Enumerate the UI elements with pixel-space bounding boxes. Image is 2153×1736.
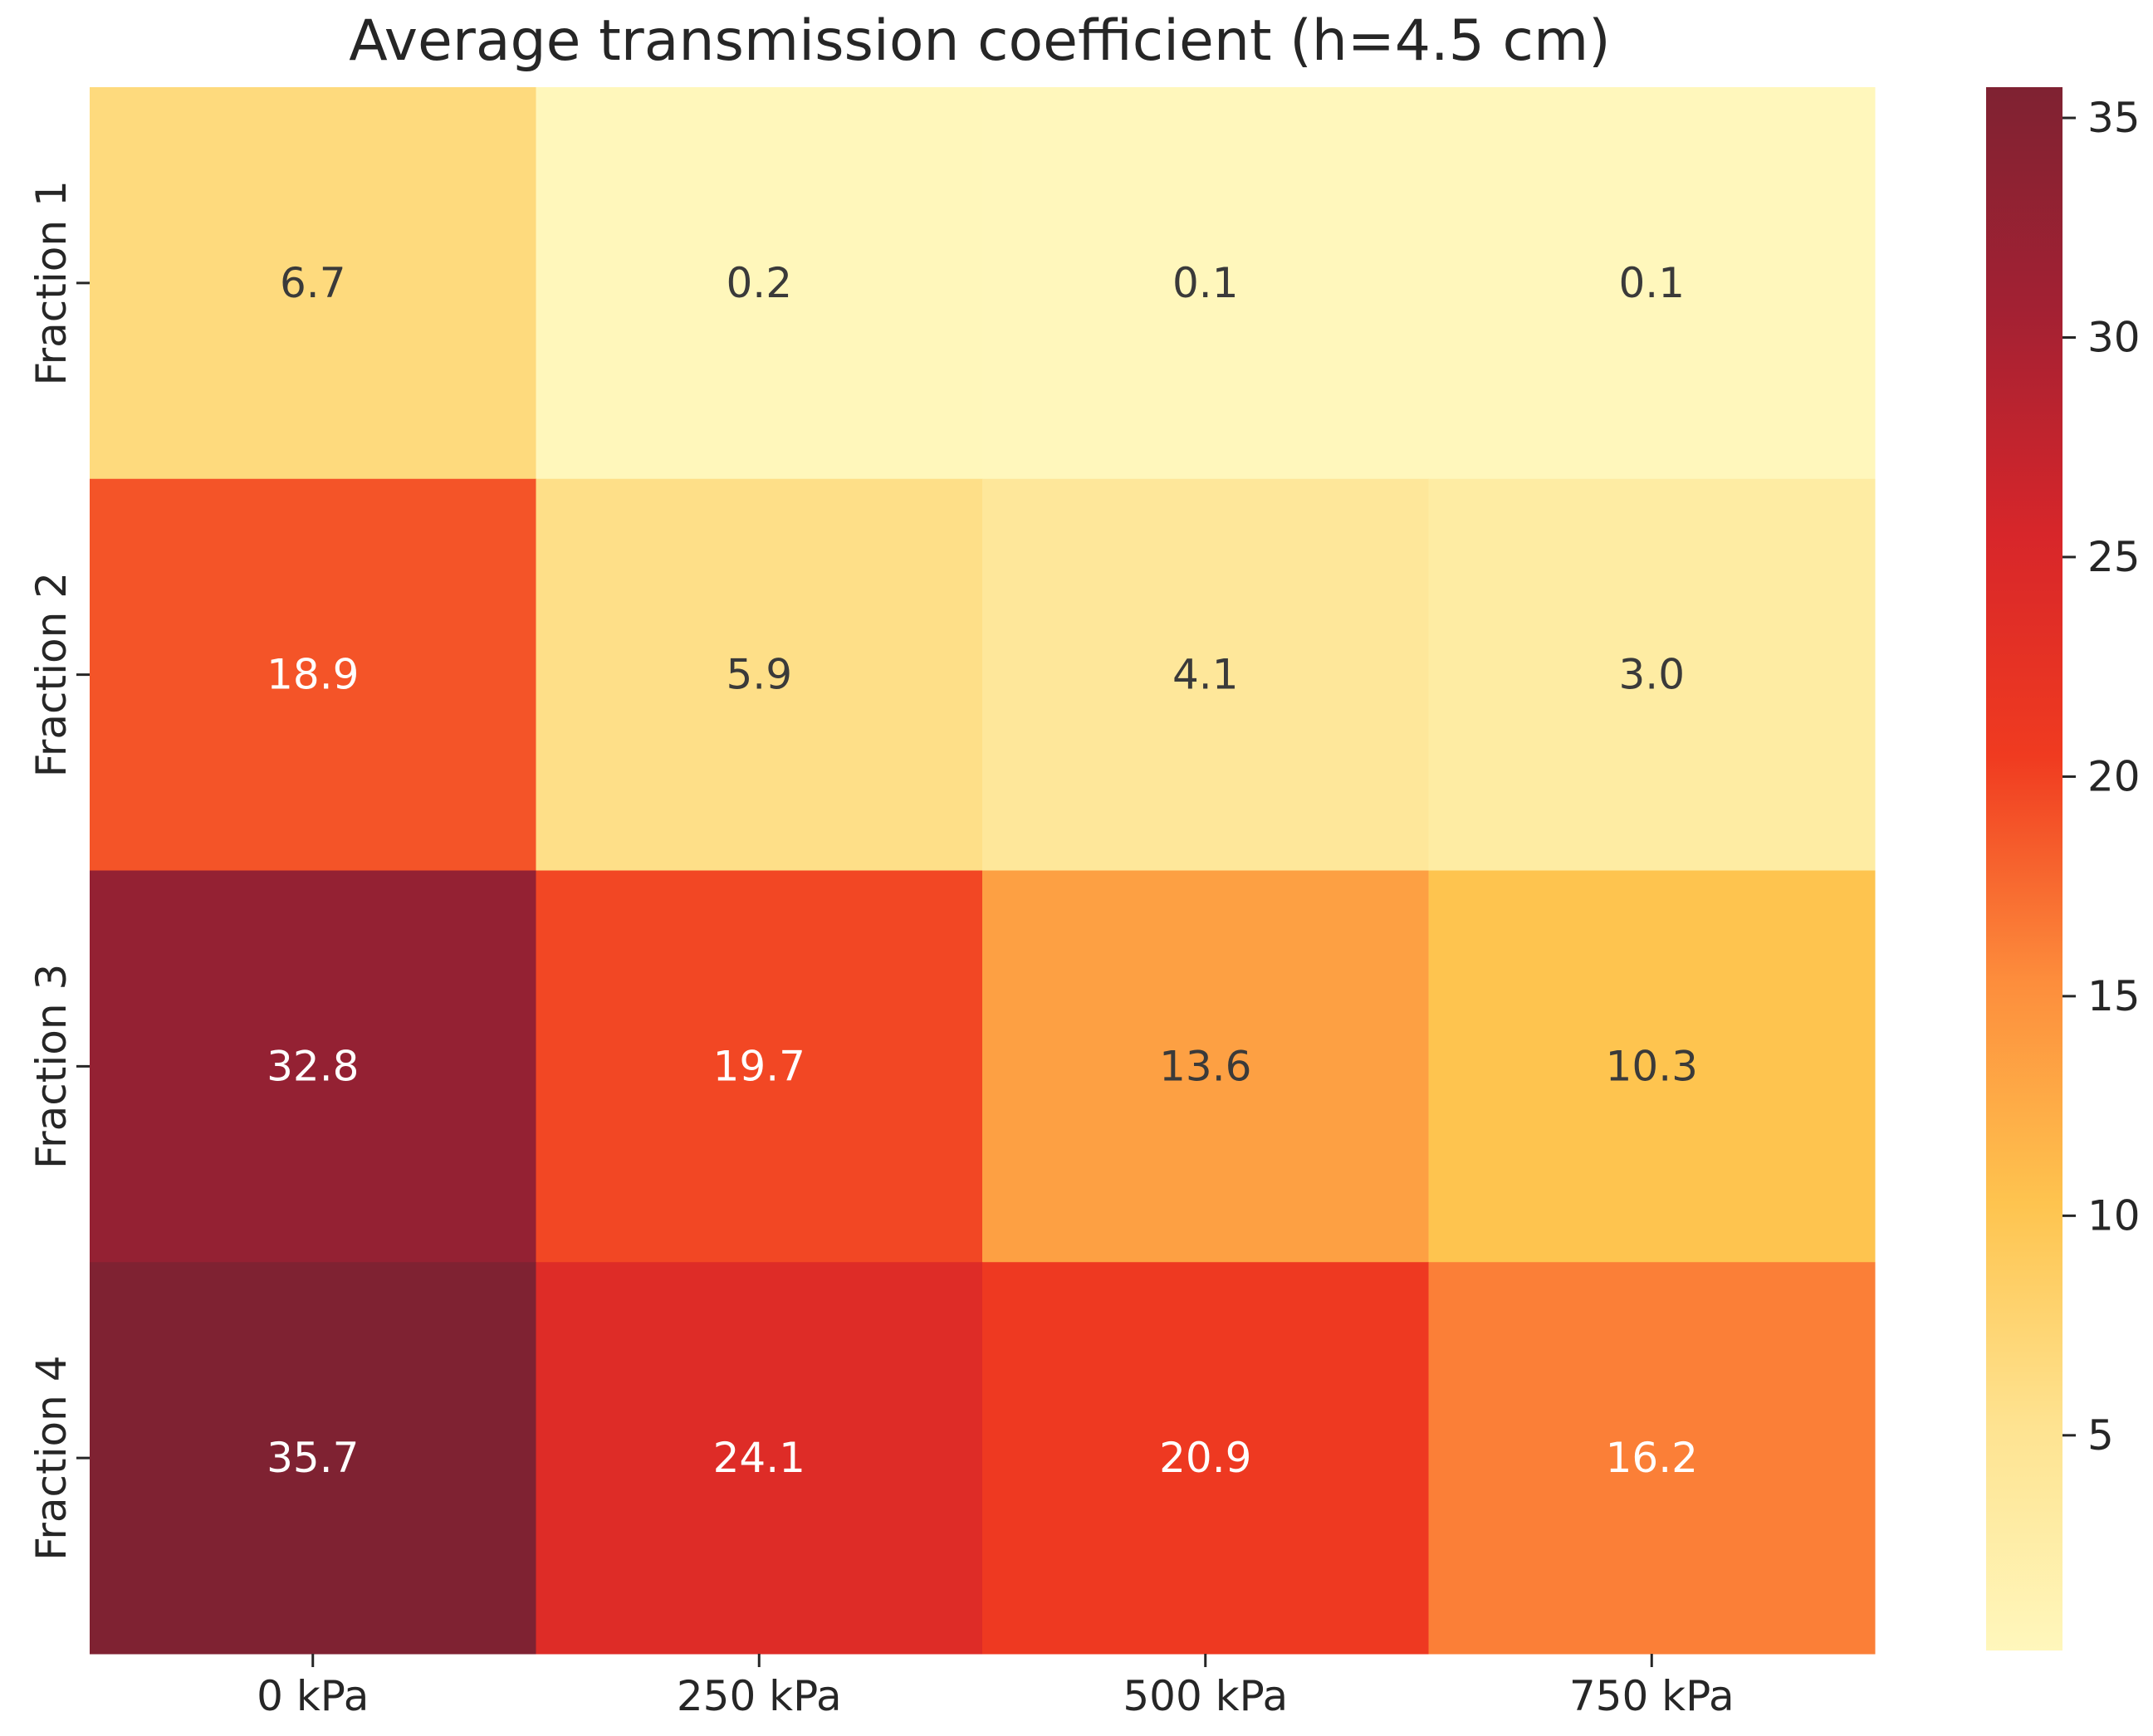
x-tick-label: 500 kPa [1123, 1672, 1288, 1720]
cell-value-label: 19.7 [713, 1042, 805, 1090]
heatmap-cell [90, 870, 536, 1263]
cell-value-label: 0.1 [1618, 259, 1685, 307]
cell-value-label: 13.6 [1159, 1042, 1251, 1090]
cell-value-label: 0.2 [726, 259, 792, 307]
x-tick-label: 750 kPa [1569, 1672, 1735, 1720]
colorbar-gradient [1986, 87, 2062, 1650]
colorbar: 5 10 15 20 25 30 35 [1986, 87, 2141, 1650]
heatmap-cell [536, 87, 983, 480]
y-tick-label: Fraction 3 [27, 964, 76, 1169]
heatmap-cell [1428, 1262, 1876, 1655]
cell-value-label: 0.1 [1172, 259, 1239, 307]
colorbar-tick-label: 30 [2087, 313, 2141, 361]
cell-value-label: 32.8 [267, 1042, 359, 1090]
cell-value-label: 5.9 [726, 651, 792, 699]
x-tick-label: 250 kPa [677, 1672, 842, 1720]
cell-value-label: 18.9 [267, 651, 359, 699]
heatmap-cell [982, 478, 1429, 871]
cell-value-label: 4.1 [1172, 651, 1239, 699]
x-axis: 0 kPa 250 kPa 500 kPa 750 kPa [257, 1654, 1735, 1720]
y-tick-label: Fraction 4 [27, 1355, 76, 1560]
colorbar-tick-label: 15 [2087, 972, 2141, 1020]
heatmap-cells: 6.7 0.2 0.1 0.1 18.9 5.9 4.1 3.0 32.8 19.7 13.6 10.… [90, 87, 1876, 1655]
heatmap-cell [1428, 870, 1876, 1263]
cell-value-label: 24.1 [713, 1434, 805, 1482]
cell-value-label: 3.0 [1618, 651, 1685, 699]
x-tick-label: 0 kPa [257, 1672, 369, 1720]
chart-title: Average transmission coefficient (h=4.5 … [349, 8, 1610, 74]
heatmap-cell [90, 478, 536, 871]
heatmap-cell [1428, 87, 1876, 480]
colorbar-tick-label: 5 [2087, 1411, 2114, 1460]
heatmap-cell [536, 1262, 983, 1655]
heatmap-cell [536, 870, 983, 1263]
heatmap-cell [982, 87, 1429, 480]
colorbar-ticks: 5 10 15 20 25 30 35 [2062, 94, 2141, 1460]
colorbar-tick-label: 10 [2087, 1191, 2141, 1240]
cell-value-label: 35.7 [267, 1434, 359, 1482]
cell-value-label: 20.9 [1159, 1434, 1251, 1482]
y-tick-label: Fraction 1 [27, 180, 76, 385]
heatmap-cell [90, 1262, 536, 1655]
heatmap-cell [536, 478, 983, 871]
colorbar-tick-label: 20 [2087, 752, 2141, 800]
y-tick-label: Fraction 2 [27, 572, 76, 777]
cell-value-label: 16.2 [1606, 1434, 1698, 1482]
heatmap-cell [982, 870, 1429, 1263]
y-axis: Fraction 1 Fraction 2 Fraction 3 Fraction 4 [27, 180, 90, 1561]
heatmap-cell [982, 1262, 1429, 1655]
cell-value-label: 6.7 [280, 259, 346, 307]
colorbar-tick-label: 25 [2087, 533, 2141, 581]
cell-value-label: 10.3 [1606, 1042, 1698, 1090]
colorbar-tick-label: 35 [2087, 94, 2141, 142]
heatmap-cell [1428, 478, 1876, 871]
heatmap-cell [90, 87, 536, 480]
